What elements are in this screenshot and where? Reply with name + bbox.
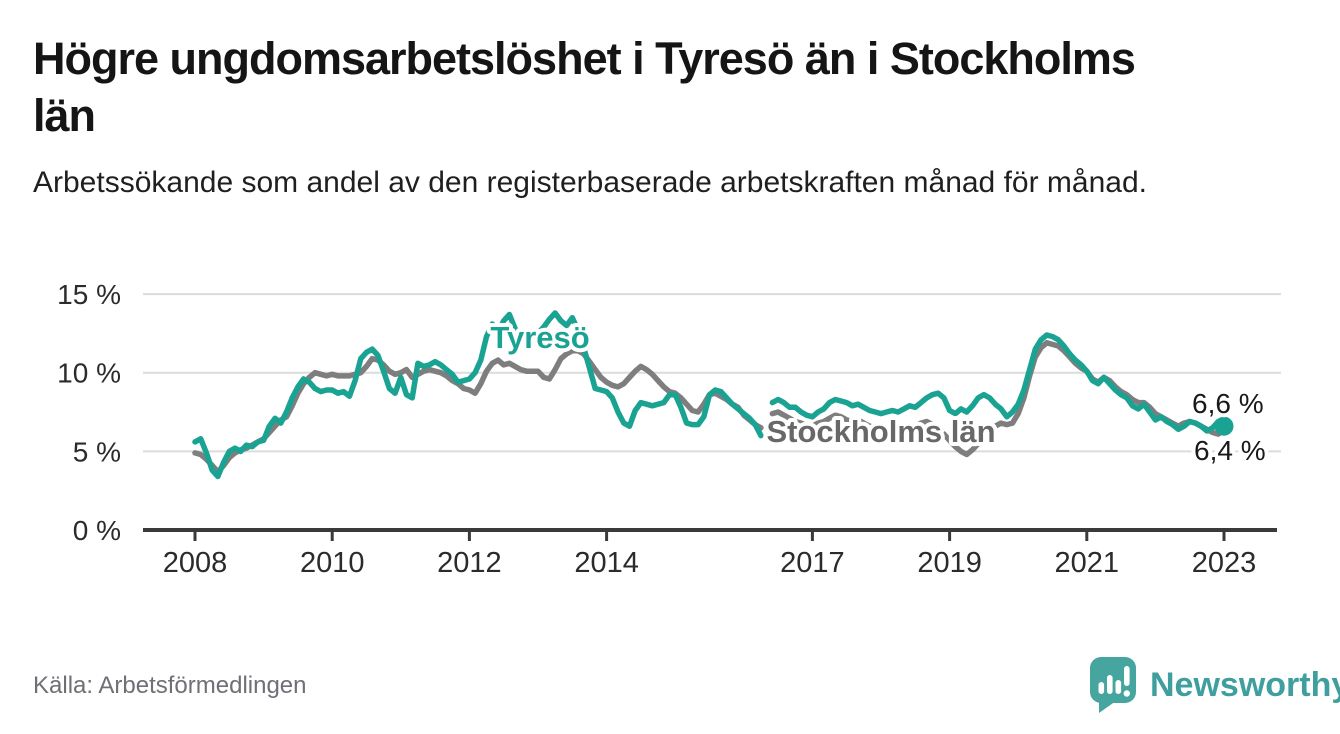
x-axis-label: 2010 — [300, 547, 365, 579]
y-axis-label: 10 % — [57, 358, 121, 389]
newsworthy-bar-chart-speech-bubble-icon — [1090, 657, 1136, 713]
stockholms-lan-series-label: Stockholms län — [766, 414, 995, 449]
tyreso-series-label: Tyresö — [490, 320, 589, 355]
chart-title-line-1: Högre ungdomsarbetslöshet i Tyresö än i … — [33, 33, 1136, 84]
stockholms-lan-end-value-label: 6,4 % — [1194, 435, 1266, 466]
chart-subtitle: Arbetssökande som andel av den registerb… — [33, 166, 1147, 199]
chart-title: Högre ungdomsarbetslöshet i Tyresö än i … — [33, 30, 1323, 144]
line-chart: 0 % 5 % 10 % 15 % 2008 2010 2012 2014 2017 2019 20… — [57, 279, 1281, 579]
latest-value-dot — [1214, 416, 1234, 436]
stockholms-lan-line — [192, 340, 1227, 475]
y-axis-label: 15 % — [57, 279, 121, 310]
x-axis-label: 2014 — [574, 547, 639, 579]
source-text: Källa: Arbetsförmedlingen — [33, 672, 307, 699]
newsworthy-wordmark: Newsworthy — [1150, 665, 1340, 704]
newsworthy-logo: Newsworthy — [1088, 656, 1340, 714]
y-axis-label: 0 % — [73, 515, 121, 546]
x-axis-label: 2017 — [780, 547, 845, 579]
x-axis-label: 2021 — [1055, 547, 1120, 579]
tyreso-line — [192, 310, 1227, 480]
x-axis-label: 2019 — [917, 547, 982, 579]
y-axis-label: 5 % — [73, 436, 121, 467]
chart-title-line-2: län — [33, 90, 96, 141]
x-axis-label: 2012 — [437, 547, 502, 579]
x-axis-label: 2023 — [1192, 547, 1257, 579]
x-axis-label: 2008 — [163, 547, 228, 579]
tyreso-end-value-label: 6,6 % — [1192, 388, 1264, 419]
